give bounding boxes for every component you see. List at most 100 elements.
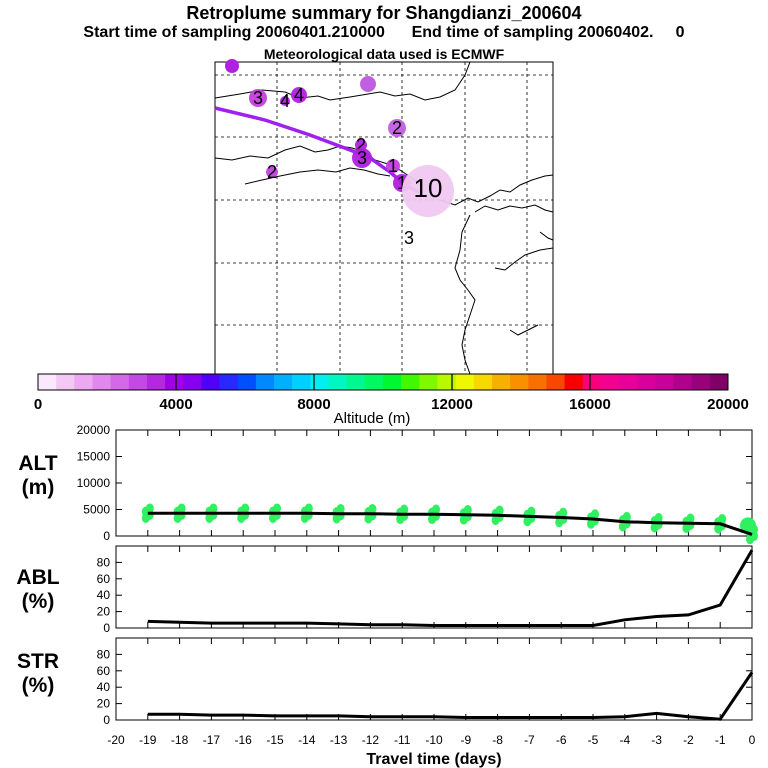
map-point-label: 1 [388,156,398,176]
altitude-scatter-point [654,512,663,523]
x-tick-label: -2 [683,733,694,747]
altitude-scatter-point [622,511,631,522]
altitude-scatter-point [273,503,281,514]
y-tick-label: 20000 [77,423,111,437]
y-tick-label: 80 [97,647,111,661]
altitude-scatter-point [400,504,409,515]
map-point-label: 10 [414,173,443,203]
altitude-scatter-point [740,517,756,534]
altitude-scatter-point [432,504,440,515]
altitude-scatter-point [718,514,727,525]
y-axis-label: ALT [18,452,57,475]
map-point-marker [388,119,406,137]
x-tick-label: 0 [749,733,756,747]
x-tick-label: -4 [619,733,630,747]
y-tick-label: 0 [103,713,110,727]
y-tick-label: 0 [103,621,110,635]
x-tick-label: -13 [330,733,348,747]
altitude-scatter-point [241,503,250,514]
panel-alt: 0 5000 10000 15000 20000 ALT(m) [18,423,758,545]
x-tick-label: -6 [556,733,567,747]
map-point-label: 2 [392,118,402,138]
map-point-marker [355,139,367,151]
series-line-alt [147,511,753,536]
y-axis-label: (m) [22,476,55,499]
altitude-scatter-point [463,505,472,516]
map-point-label: 3 [404,228,414,248]
altitude-scatter-point [527,506,536,517]
altitude-scatter-point [686,513,695,524]
altitude-scatter-point [177,503,186,514]
y-tick-label: 20 [97,697,111,711]
altitude-scatter-point [591,509,599,520]
x-tick-label: -16 [235,733,253,747]
x-tick-label: -1 [715,733,726,747]
map-point-label: 3 [253,88,263,108]
altitude-scatter-point [336,503,345,514]
y-tick-label: 10000 [77,476,111,490]
map-point-marker [360,76,376,92]
y-axis-label: ABL [16,566,59,589]
y-tick-label: 15000 [77,450,111,464]
x-tick-label: -14 [298,733,316,747]
map-point-label: 2 [356,135,366,155]
map-point-marker [266,166,278,178]
map-point-label: 1 [397,173,407,193]
map-point-marker [280,96,290,106]
meteorological-data-line: Meteorological data used is ECMWF [263,46,505,62]
map-point-marker [291,87,307,103]
x-tick-label: -18 [171,733,189,747]
map-point-marker [225,59,239,73]
y-tick-label: 60 [97,664,111,678]
map-point-label: 3 [357,148,367,168]
y-tick-label: 40 [97,588,111,602]
x-tick-label: -19 [139,733,157,747]
x-tick-label: -5 [588,733,599,747]
x-tick-label: -8 [492,733,503,747]
x-tick-label: -3 [651,733,662,747]
x-axis-label: Travel time (days) [366,751,501,768]
y-tick-label: 80 [97,555,111,569]
altitude-scatter-point [209,503,218,514]
altitude-scatter-point [559,507,568,518]
y-axis-label: (%) [22,590,55,613]
altitude-scatter-point [304,503,313,514]
y-tick-label: 0 [103,529,110,543]
map-point-marker [402,165,454,217]
y-tick-label: 5000 [83,503,110,517]
panel-frame [115,637,753,721]
x-tick-label: -10 [425,733,443,747]
altitude-scatter-point [495,505,504,516]
altitude-scatter-point [368,503,377,514]
map-point-marker [249,89,267,107]
map-point-marker [386,159,400,173]
map-frame [214,61,554,375]
x-tick-label: -20 [107,733,125,747]
x-tick-label: -11 [394,733,411,747]
x-tick-label: -12 [362,733,380,747]
y-axis-label: (%) [22,674,55,697]
map-point-label: 4 [294,85,304,105]
x-tick-label: -7 [524,733,535,747]
altitude-scatter-point [145,503,154,514]
y-tick-label: 40 [97,680,111,694]
series-line-abl [147,549,754,627]
chart-title: Retroplume summary for Shangdianzi_20060… [186,3,582,23]
map-point-marker [352,148,372,168]
map-grid [215,62,553,374]
y-tick-label: 60 [97,572,111,586]
x-tick-label: -15 [266,733,284,747]
map-point-label: 2 [267,162,277,182]
y-axis-label: STR [17,650,59,673]
map-point-label: 4 [280,91,290,111]
x-tick-label: -17 [203,733,221,747]
panel-abl: 0 20 40 60 80 ABL(%) [16,545,754,635]
y-tick-label: 20 [97,605,111,619]
series-line-str [147,671,754,721]
sampling-time-line: Start time of sampling 20060401.210000 E… [83,24,685,41]
x-tick-label: -9 [460,733,471,747]
